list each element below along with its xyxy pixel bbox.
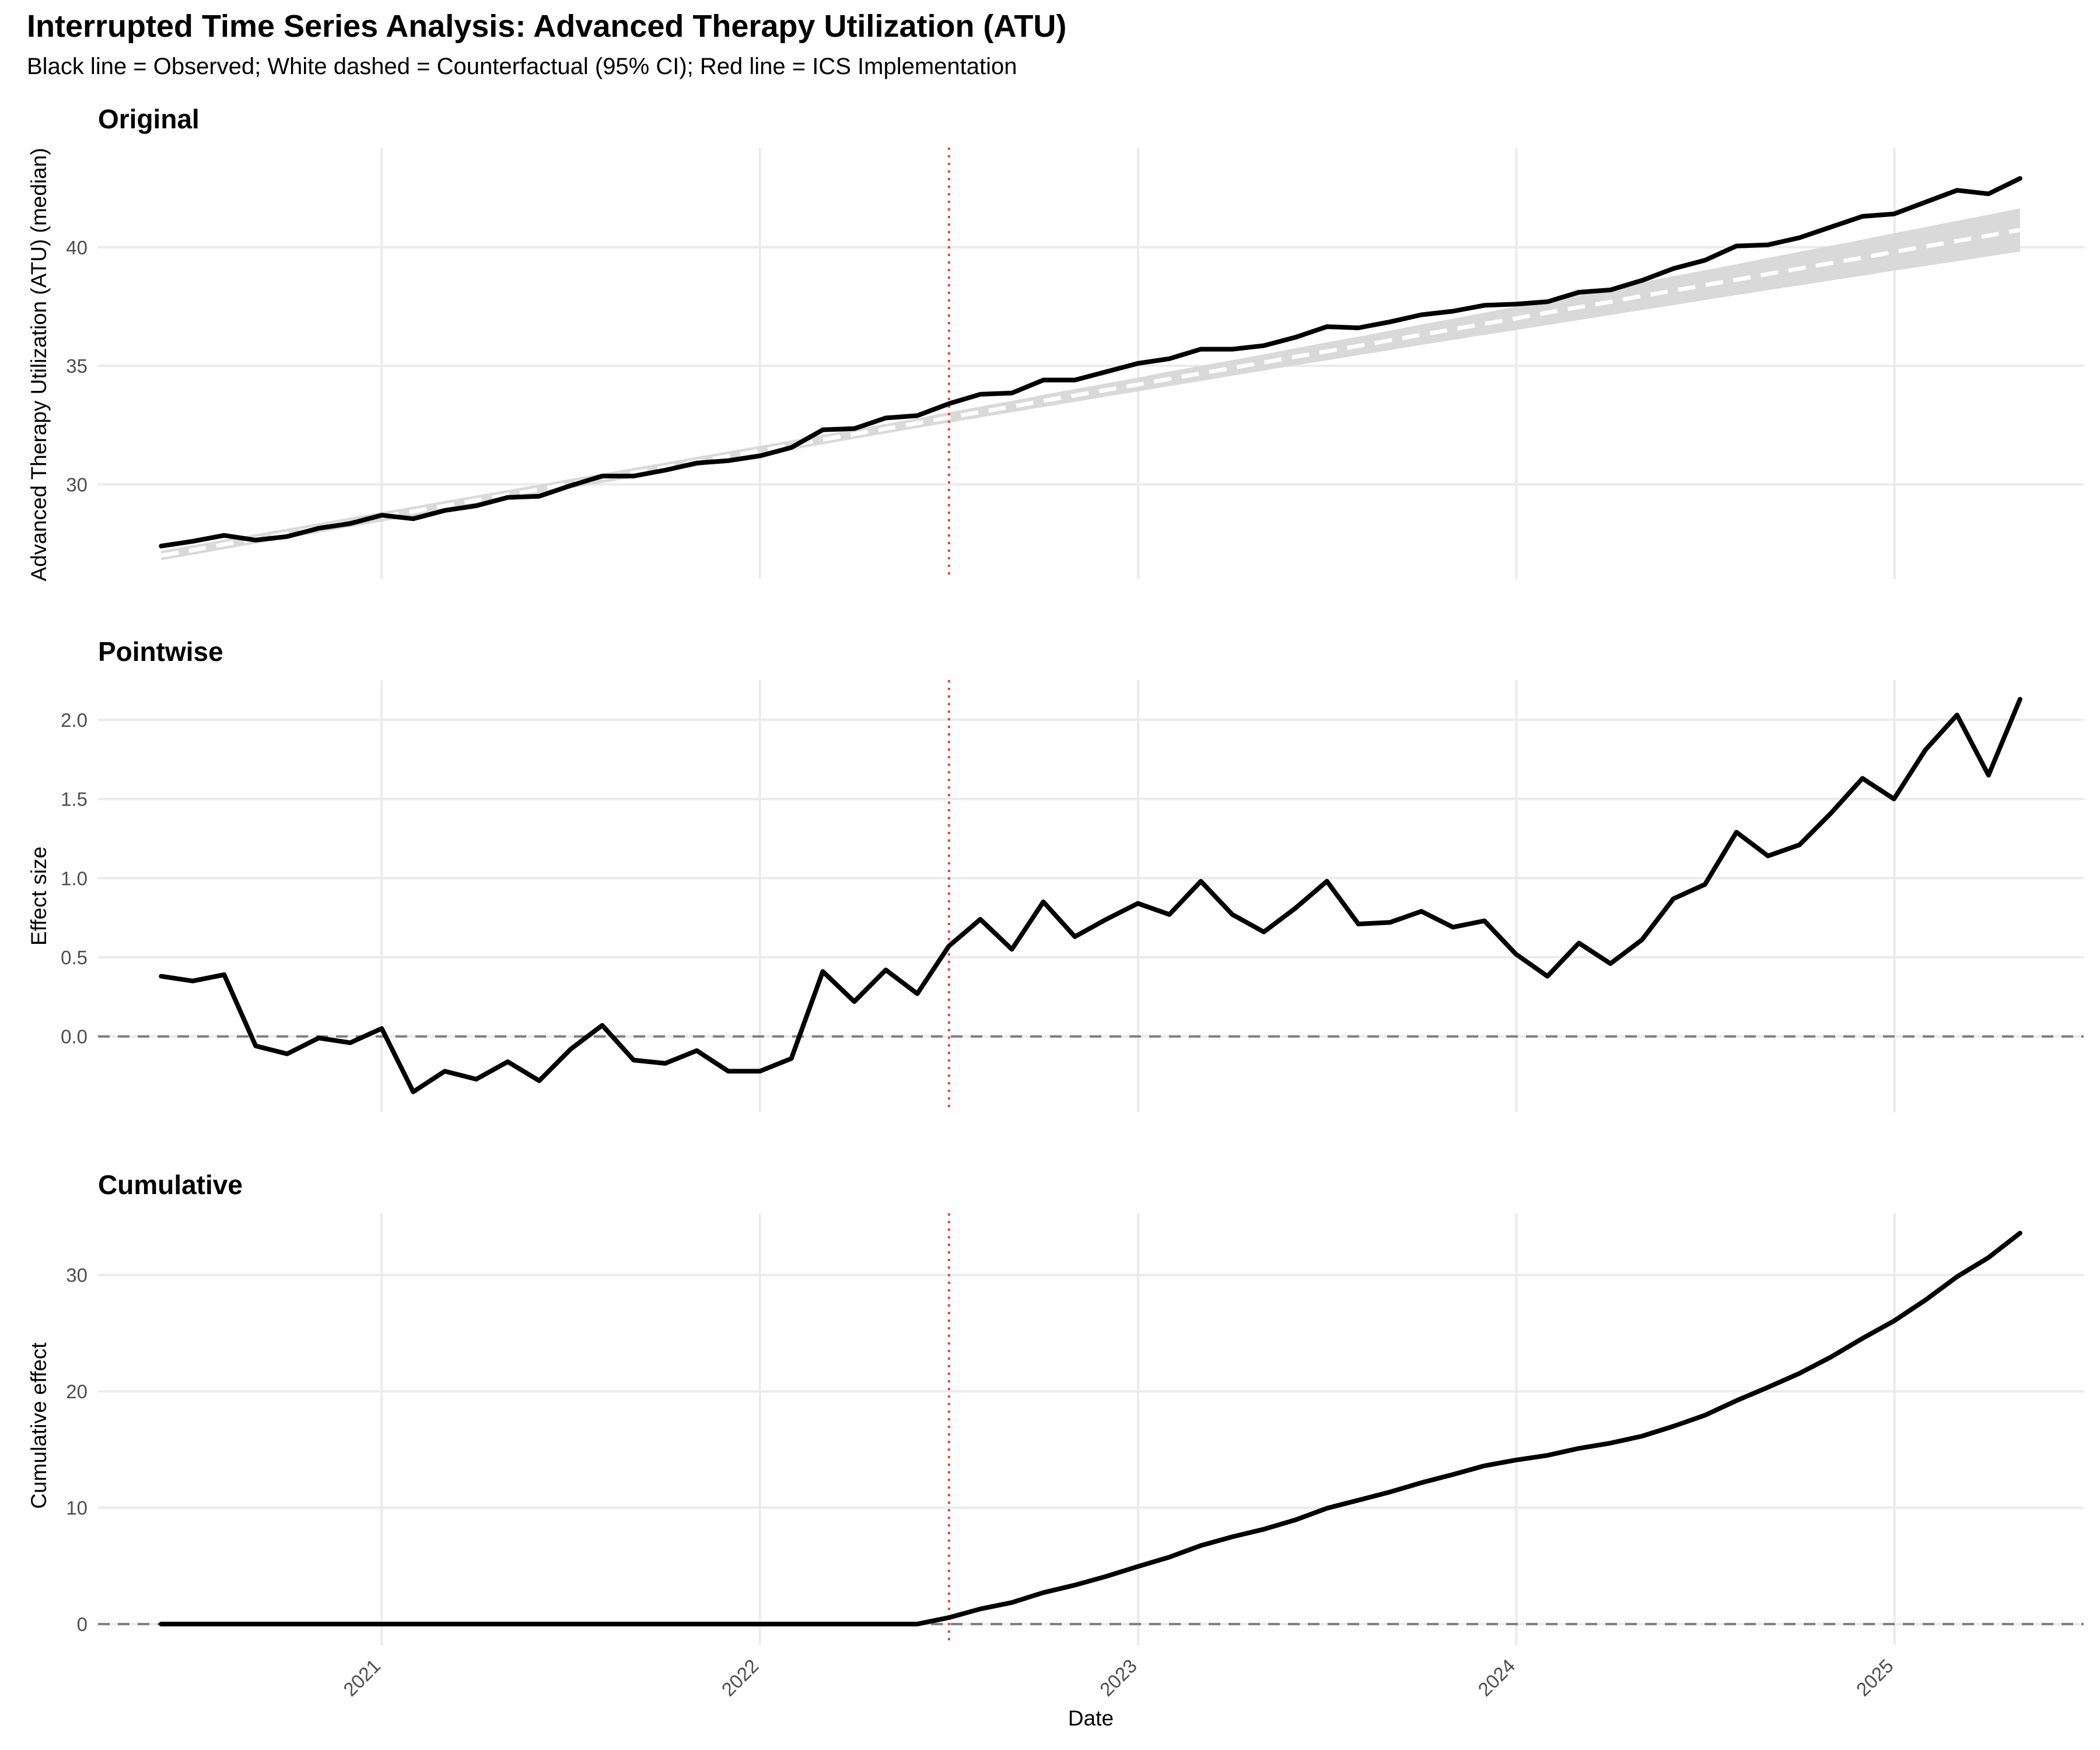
y-tick-label: 20 (66, 1381, 88, 1402)
y-tick-label: 40 (66, 237, 88, 258)
plot-panel-cumulative: 0 10 20 30 2021 2022 2023 2024 2025 (66, 1213, 2084, 1700)
y-tick-label: 35 (66, 355, 88, 377)
cumulative-effect-line (159, 1230, 2022, 1627)
y-axis-label-pointwise: Effect size (27, 846, 51, 946)
x-axis-label: Date (1068, 1706, 1114, 1730)
confidence-band (161, 208, 2020, 561)
y-tick-label: 30 (66, 474, 88, 495)
y-tick-label: 1.0 (61, 867, 88, 889)
counterfactual-line (160, 228, 2021, 558)
y-tick-label: 0 (77, 1614, 88, 1635)
x-tick-label: 2025 (1852, 1655, 1898, 1700)
y-tick-label: 2.0 (61, 709, 88, 731)
panel-title-original: Original (98, 104, 200, 134)
panel-title-pointwise: Pointwise (98, 636, 223, 667)
x-tick-label: 2023 (1096, 1655, 1141, 1700)
pointwise-effect-line (159, 696, 2022, 1094)
y-tick-label: 10 (66, 1497, 88, 1519)
chart-title: Interrupted Time Series Analysis: Advanc… (27, 9, 1067, 44)
y-axis-label-cumulative: Cumulative effect (27, 1342, 51, 1509)
y-tick-label: 30 (66, 1265, 88, 1286)
y-axis-label-original: Advanced Therapy Utilization (ATU) (medi… (27, 148, 51, 581)
x-tick-label: 2021 (339, 1655, 384, 1700)
y-tick-label: 0.0 (61, 1026, 88, 1048)
chart-subtitle: Black line = Observed; White dashed = Co… (27, 54, 1017, 79)
y-tick-label: 0.5 (61, 947, 88, 968)
observed-line (159, 176, 2022, 549)
x-tick-label: 2024 (1474, 1655, 1519, 1700)
y-tick-label: 1.5 (61, 789, 88, 810)
plot-panel-original: 30 35 40 (66, 148, 2084, 579)
x-tick-label: 2022 (718, 1655, 763, 1700)
plot-panel-pointwise: 0.0 0.5 1.0 1.5 2.0 (61, 680, 2084, 1112)
panel-title-cumulative: Cumulative (98, 1170, 243, 1200)
